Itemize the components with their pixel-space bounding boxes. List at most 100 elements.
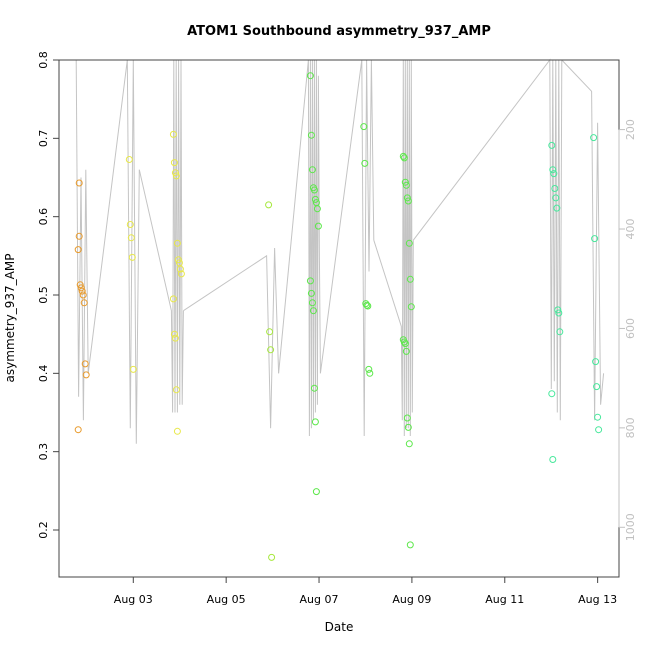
data-point-2-11: [171, 334, 179, 342]
data-point-2-2: [171, 169, 179, 177]
data-point-4-15: [312, 488, 320, 496]
data-point-6-4: [403, 194, 411, 202]
x-axis: Aug 03 Aug 05 Aug 07 Aug 09 Aug 11 Aug 13: [114, 577, 617, 606]
y-tick-label-4: 0.6: [37, 208, 50, 226]
data-point-7-5: [553, 204, 561, 212]
data-point-2-12: [172, 386, 180, 394]
data-point-7-6: [554, 306, 562, 314]
trace-line-3: [183, 247, 280, 429]
data-point-6-14: [404, 423, 412, 431]
data-point-6-8: [407, 303, 415, 311]
trace-line-6: [373, 59, 414, 437]
data-point-1-1: [126, 221, 134, 228]
data-point-5-1: [361, 159, 369, 167]
data-point-8-3: [593, 383, 601, 391]
data-point-8-0: [590, 134, 598, 142]
data-point-0-4: [78, 287, 86, 295]
data-point-4-2: [308, 166, 316, 174]
data-point-7-0: [548, 141, 556, 149]
data-point-8-5: [595, 426, 603, 434]
data-point-3-1: [266, 328, 274, 336]
data-point-1-0: [125, 156, 133, 163]
data-point-4-14: [311, 418, 319, 426]
data-point-4-11: [308, 299, 316, 307]
data-point-2-8: [177, 270, 185, 278]
data-point-4-8: [314, 222, 322, 230]
y2-tick-label-1: 400: [624, 219, 637, 240]
data-point-6-2: [401, 178, 409, 186]
data-point-8-4: [594, 413, 602, 421]
trace-line-1: [87, 59, 140, 444]
data-point-0-6: [80, 299, 88, 307]
y2-tick-label-3: 800: [624, 417, 637, 438]
y-tick-label-5: 0.7: [37, 130, 50, 148]
data-point-7-8: [556, 328, 564, 336]
data-point-6-11: [401, 340, 409, 348]
data-point-0-9: [74, 426, 82, 434]
trace-line-4: [278, 59, 321, 437]
data-point-1-2: [127, 234, 135, 242]
x-tick-label-2: Aug 07: [300, 593, 339, 606]
data-point-2-1: [170, 159, 178, 167]
data-point-0-5: [79, 291, 87, 299]
data-point-6-0: [399, 152, 407, 160]
data-point-6-3: [402, 181, 410, 189]
data-point-4-12: [309, 307, 317, 315]
y-tick-label-6: 0.8: [37, 51, 50, 69]
data-points: [74, 72, 603, 561]
data-point-7-9: [548, 390, 556, 398]
data-point-4-7: [313, 205, 321, 213]
data-point-7-1: [549, 166, 557, 174]
data-point-4-0: [306, 72, 314, 80]
y-tick-label-0: 0.2: [37, 521, 50, 539]
x-tick-label-5: Aug 13: [578, 593, 617, 606]
data-point-7-10: [549, 456, 557, 463]
data-point-5-3: [363, 301, 371, 309]
data-point-2-13: [173, 427, 181, 435]
data-point-6-16: [406, 541, 414, 549]
data-point-0-8: [82, 371, 90, 379]
x-tick-label-3: Aug 09: [392, 593, 431, 606]
data-point-3-0: [265, 201, 273, 209]
x-tick-label-1: Aug 05: [207, 593, 246, 606]
data-point-6-6: [405, 239, 413, 247]
data-point-1-3: [128, 253, 136, 261]
data-point-4-1: [307, 131, 315, 139]
data-point-3-3: [268, 553, 276, 561]
data-point-1-4: [129, 365, 137, 373]
data-point-4-9: [306, 277, 314, 285]
data-point-5-0: [360, 123, 368, 131]
y-tick-label-2: 0.4: [37, 365, 50, 383]
data-point-7-3: [551, 185, 559, 192]
y2-tick-label-4: 1000: [624, 513, 637, 541]
trace-line-5: [319, 59, 375, 437]
data-point-8-1: [591, 235, 599, 243]
data-point-6-15: [405, 440, 413, 448]
y-axis: 0.2 0.3 0.4 0.5 0.6 0.7 0.8: [37, 51, 59, 539]
trace-line-8: [561, 59, 605, 421]
data-point-8-2: [592, 358, 600, 366]
data-point-6-12: [402, 347, 410, 355]
data-point-2-3: [172, 172, 180, 180]
trace-line-2: [138, 59, 184, 413]
data-point-2-5: [174, 256, 182, 264]
data-point-0-1: [75, 232, 83, 240]
data-point-6-10: [400, 338, 408, 346]
data-point-0-3: [77, 284, 85, 292]
y-axis-label: asymmetry_937_AMP: [3, 254, 17, 383]
x-tick-label-0: Aug 03: [114, 593, 153, 606]
data-point-2-0: [169, 130, 177, 138]
data-point-7-7: [555, 309, 563, 317]
y-tick-label-3: 0.5: [37, 286, 50, 304]
data-point-2-10: [170, 330, 178, 338]
data-point-7-2: [550, 170, 558, 178]
data-point-2-7: [176, 265, 184, 273]
data-point-5-5: [365, 365, 373, 373]
trace-line-0: [75, 59, 89, 421]
x-axis-label: Date: [325, 620, 354, 634]
data-point-0-7: [81, 360, 89, 368]
data-point-6-5: [404, 197, 412, 205]
data-point-0-10: [75, 179, 83, 187]
